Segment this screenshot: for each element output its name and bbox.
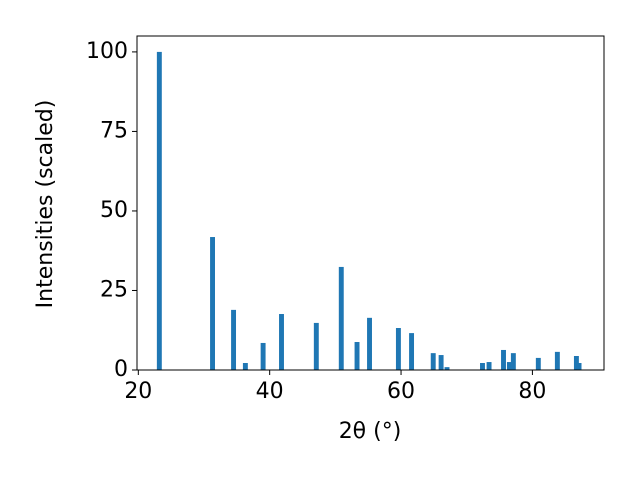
x-tick-label: 80	[518, 379, 546, 404]
bar	[279, 314, 284, 370]
bar	[354, 342, 360, 370]
x-tick-label: 20	[124, 379, 152, 404]
bar	[510, 353, 516, 370]
y-axis-label: Intensities (scaled)	[33, 100, 58, 309]
bar	[395, 328, 401, 370]
y-tick-label: 100	[86, 39, 128, 64]
bar	[430, 353, 436, 370]
bar	[444, 367, 450, 370]
bar	[486, 362, 492, 370]
bar	[501, 349, 506, 370]
bar	[409, 333, 415, 370]
bar	[576, 363, 582, 370]
x-axis-label: 2θ (°)	[339, 419, 402, 444]
bar	[313, 322, 319, 370]
y-tick-label: 25	[100, 277, 128, 302]
y-tick-label: 50	[100, 198, 128, 223]
bar	[438, 355, 444, 370]
bar	[231, 309, 237, 370]
bar	[535, 357, 541, 370]
plot-frame	[136, 35, 605, 371]
bar	[242, 363, 248, 370]
x-tick-label: 60	[387, 379, 415, 404]
bar	[260, 342, 266, 370]
x-tick-label: 40	[256, 379, 284, 404]
bar	[554, 351, 560, 370]
bar	[367, 317, 372, 370]
bar	[338, 266, 344, 370]
y-tick-label: 0	[114, 357, 128, 382]
bar	[573, 356, 579, 370]
bar	[480, 363, 485, 370]
bar	[156, 51, 162, 371]
bar	[210, 237, 215, 370]
bar	[506, 362, 512, 370]
y-tick-label: 75	[100, 118, 128, 143]
